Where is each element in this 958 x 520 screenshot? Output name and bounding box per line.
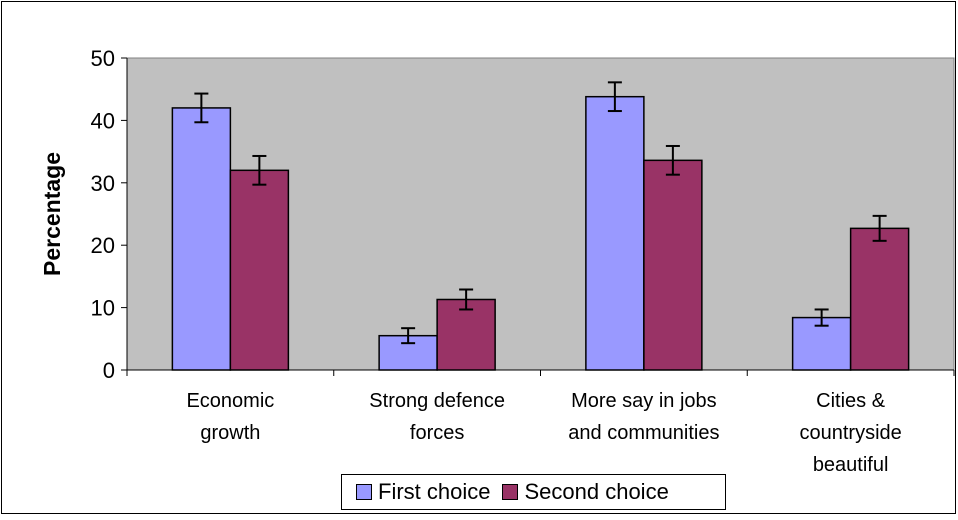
y-tick-label: 0 <box>103 358 115 383</box>
legend-swatch-first-choice <box>356 484 372 500</box>
x-tick-label: growth <box>200 422 260 444</box>
x-tick-label: and communities <box>568 422 719 444</box>
bar-first-choice <box>585 95 645 371</box>
legend: First choice Second choice <box>341 474 726 510</box>
x-axis: Economic growth Strong defence forces More s… <box>126 369 955 476</box>
y-tick-label: 10 <box>91 296 115 321</box>
y-tick-label: 20 <box>91 233 115 258</box>
error-bars <box>194 81 887 345</box>
x-tick-label: Cities & <box>816 390 886 412</box>
x-tick-label: countryside <box>799 422 901 444</box>
bar-second-choice <box>229 169 290 371</box>
x-tick-label: Economic <box>186 390 274 412</box>
y-axis: 0 10 20 30 40 50 <box>91 46 128 383</box>
bar-second-choice <box>436 298 496 371</box>
legend-label-second-choice: Second choice <box>524 479 669 504</box>
legend-label-first-choice: First choice <box>378 479 491 504</box>
bar-second-choice <box>643 159 703 371</box>
legend-swatch-second-choice <box>502 484 519 500</box>
bar-second-choice <box>849 227 910 371</box>
y-axis-title: Percentage <box>39 152 65 276</box>
x-tick-label: forces <box>410 422 464 444</box>
bar-first-choice <box>171 107 232 371</box>
x-tick-label: Strong defence <box>369 390 505 412</box>
y-tick-label: 30 <box>91 171 115 196</box>
x-tick-label: beautiful <box>813 454 889 476</box>
y-tick-label: 50 <box>91 46 115 71</box>
y-tick-label: 40 <box>91 108 115 133</box>
x-tick-label: More say in jobs <box>571 390 717 412</box>
